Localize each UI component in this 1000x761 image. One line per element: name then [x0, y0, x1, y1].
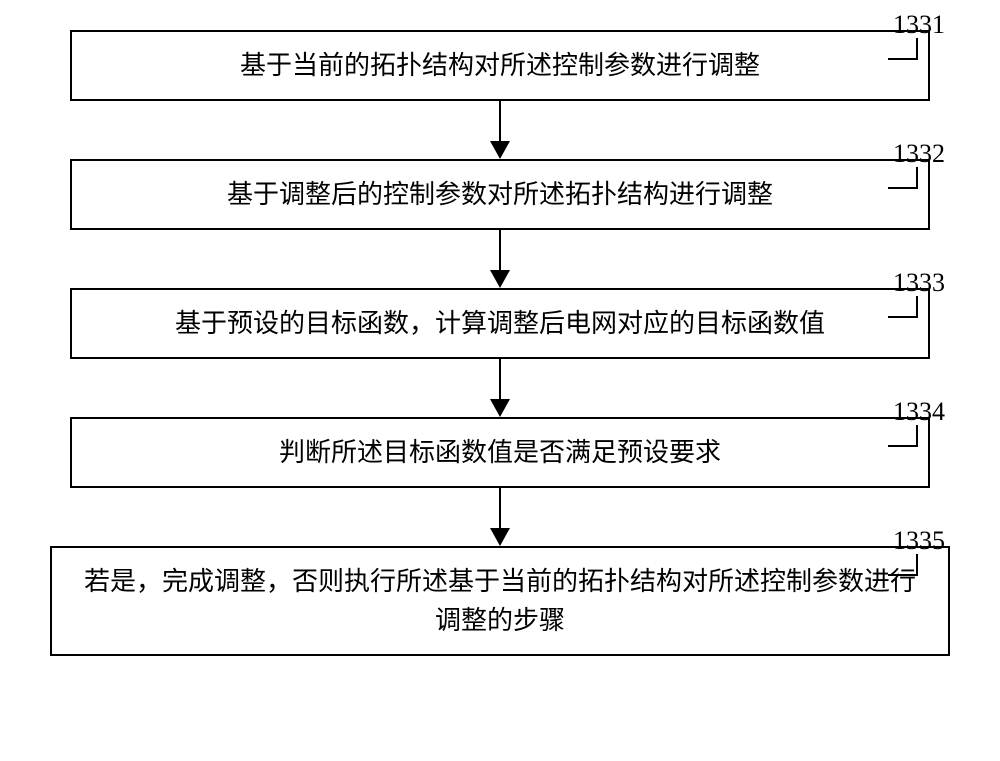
arrow-line: [499, 101, 501, 141]
arrow-head: [490, 270, 510, 288]
arrow-head: [490, 141, 510, 159]
arrow-head: [490, 399, 510, 417]
node-wrapper-1331: 1331 基于当前的拓扑结构对所述控制参数进行调整: [50, 30, 950, 101]
label-connector-1332: [888, 167, 918, 189]
arrow-line: [499, 488, 501, 528]
node-label-1334: 1334: [893, 397, 945, 427]
flowchart-container: 1331 基于当前的拓扑结构对所述控制参数进行调整 1332 基于调整后的控制参…: [50, 30, 950, 656]
node-text-1334: 判断所述目标函数值是否满足预设要求: [279, 433, 721, 472]
arrow-1332-1333: [490, 230, 510, 288]
node-label-1331: 1331: [893, 10, 945, 40]
node-text-1335: 若是，完成调整，否则执行所述基于当前的拓扑结构对所述控制参数进行调整的步骤: [72, 562, 928, 640]
node-wrapper-1335: 1335 若是，完成调整，否则执行所述基于当前的拓扑结构对所述控制参数进行调整的…: [50, 546, 950, 656]
node-text-1333: 基于预设的目标函数，计算调整后电网对应的目标函数值: [175, 304, 825, 343]
node-label-1333: 1333: [893, 268, 945, 298]
arrow-line: [499, 230, 501, 270]
node-1331: 基于当前的拓扑结构对所述控制参数进行调整: [70, 30, 930, 101]
node-label-1335: 1335: [893, 526, 945, 556]
node-text-1331: 基于当前的拓扑结构对所述控制参数进行调整: [240, 46, 760, 85]
node-text-1332: 基于调整后的控制参数对所述拓扑结构进行调整: [227, 175, 773, 214]
arrow-head: [490, 528, 510, 546]
arrow-1334-1335: [490, 488, 510, 546]
node-wrapper-1332: 1332 基于调整后的控制参数对所述拓扑结构进行调整: [50, 159, 950, 230]
node-1335: 若是，完成调整，否则执行所述基于当前的拓扑结构对所述控制参数进行调整的步骤: [50, 546, 950, 656]
label-connector-1333: [888, 296, 918, 318]
node-wrapper-1334: 1334 判断所述目标函数值是否满足预设要求: [50, 417, 950, 488]
label-connector-1335: [888, 554, 918, 576]
label-connector-1331: [888, 38, 918, 60]
node-wrapper-1333: 1333 基于预设的目标函数，计算调整后电网对应的目标函数值: [50, 288, 950, 359]
node-1334: 判断所述目标函数值是否满足预设要求: [70, 417, 930, 488]
label-connector-1334: [888, 425, 918, 447]
node-1333: 基于预设的目标函数，计算调整后电网对应的目标函数值: [70, 288, 930, 359]
arrow-1333-1334: [490, 359, 510, 417]
node-1332: 基于调整后的控制参数对所述拓扑结构进行调整: [70, 159, 930, 230]
node-label-1332: 1332: [893, 139, 945, 169]
arrow-line: [499, 359, 501, 399]
arrow-1331-1332: [490, 101, 510, 159]
